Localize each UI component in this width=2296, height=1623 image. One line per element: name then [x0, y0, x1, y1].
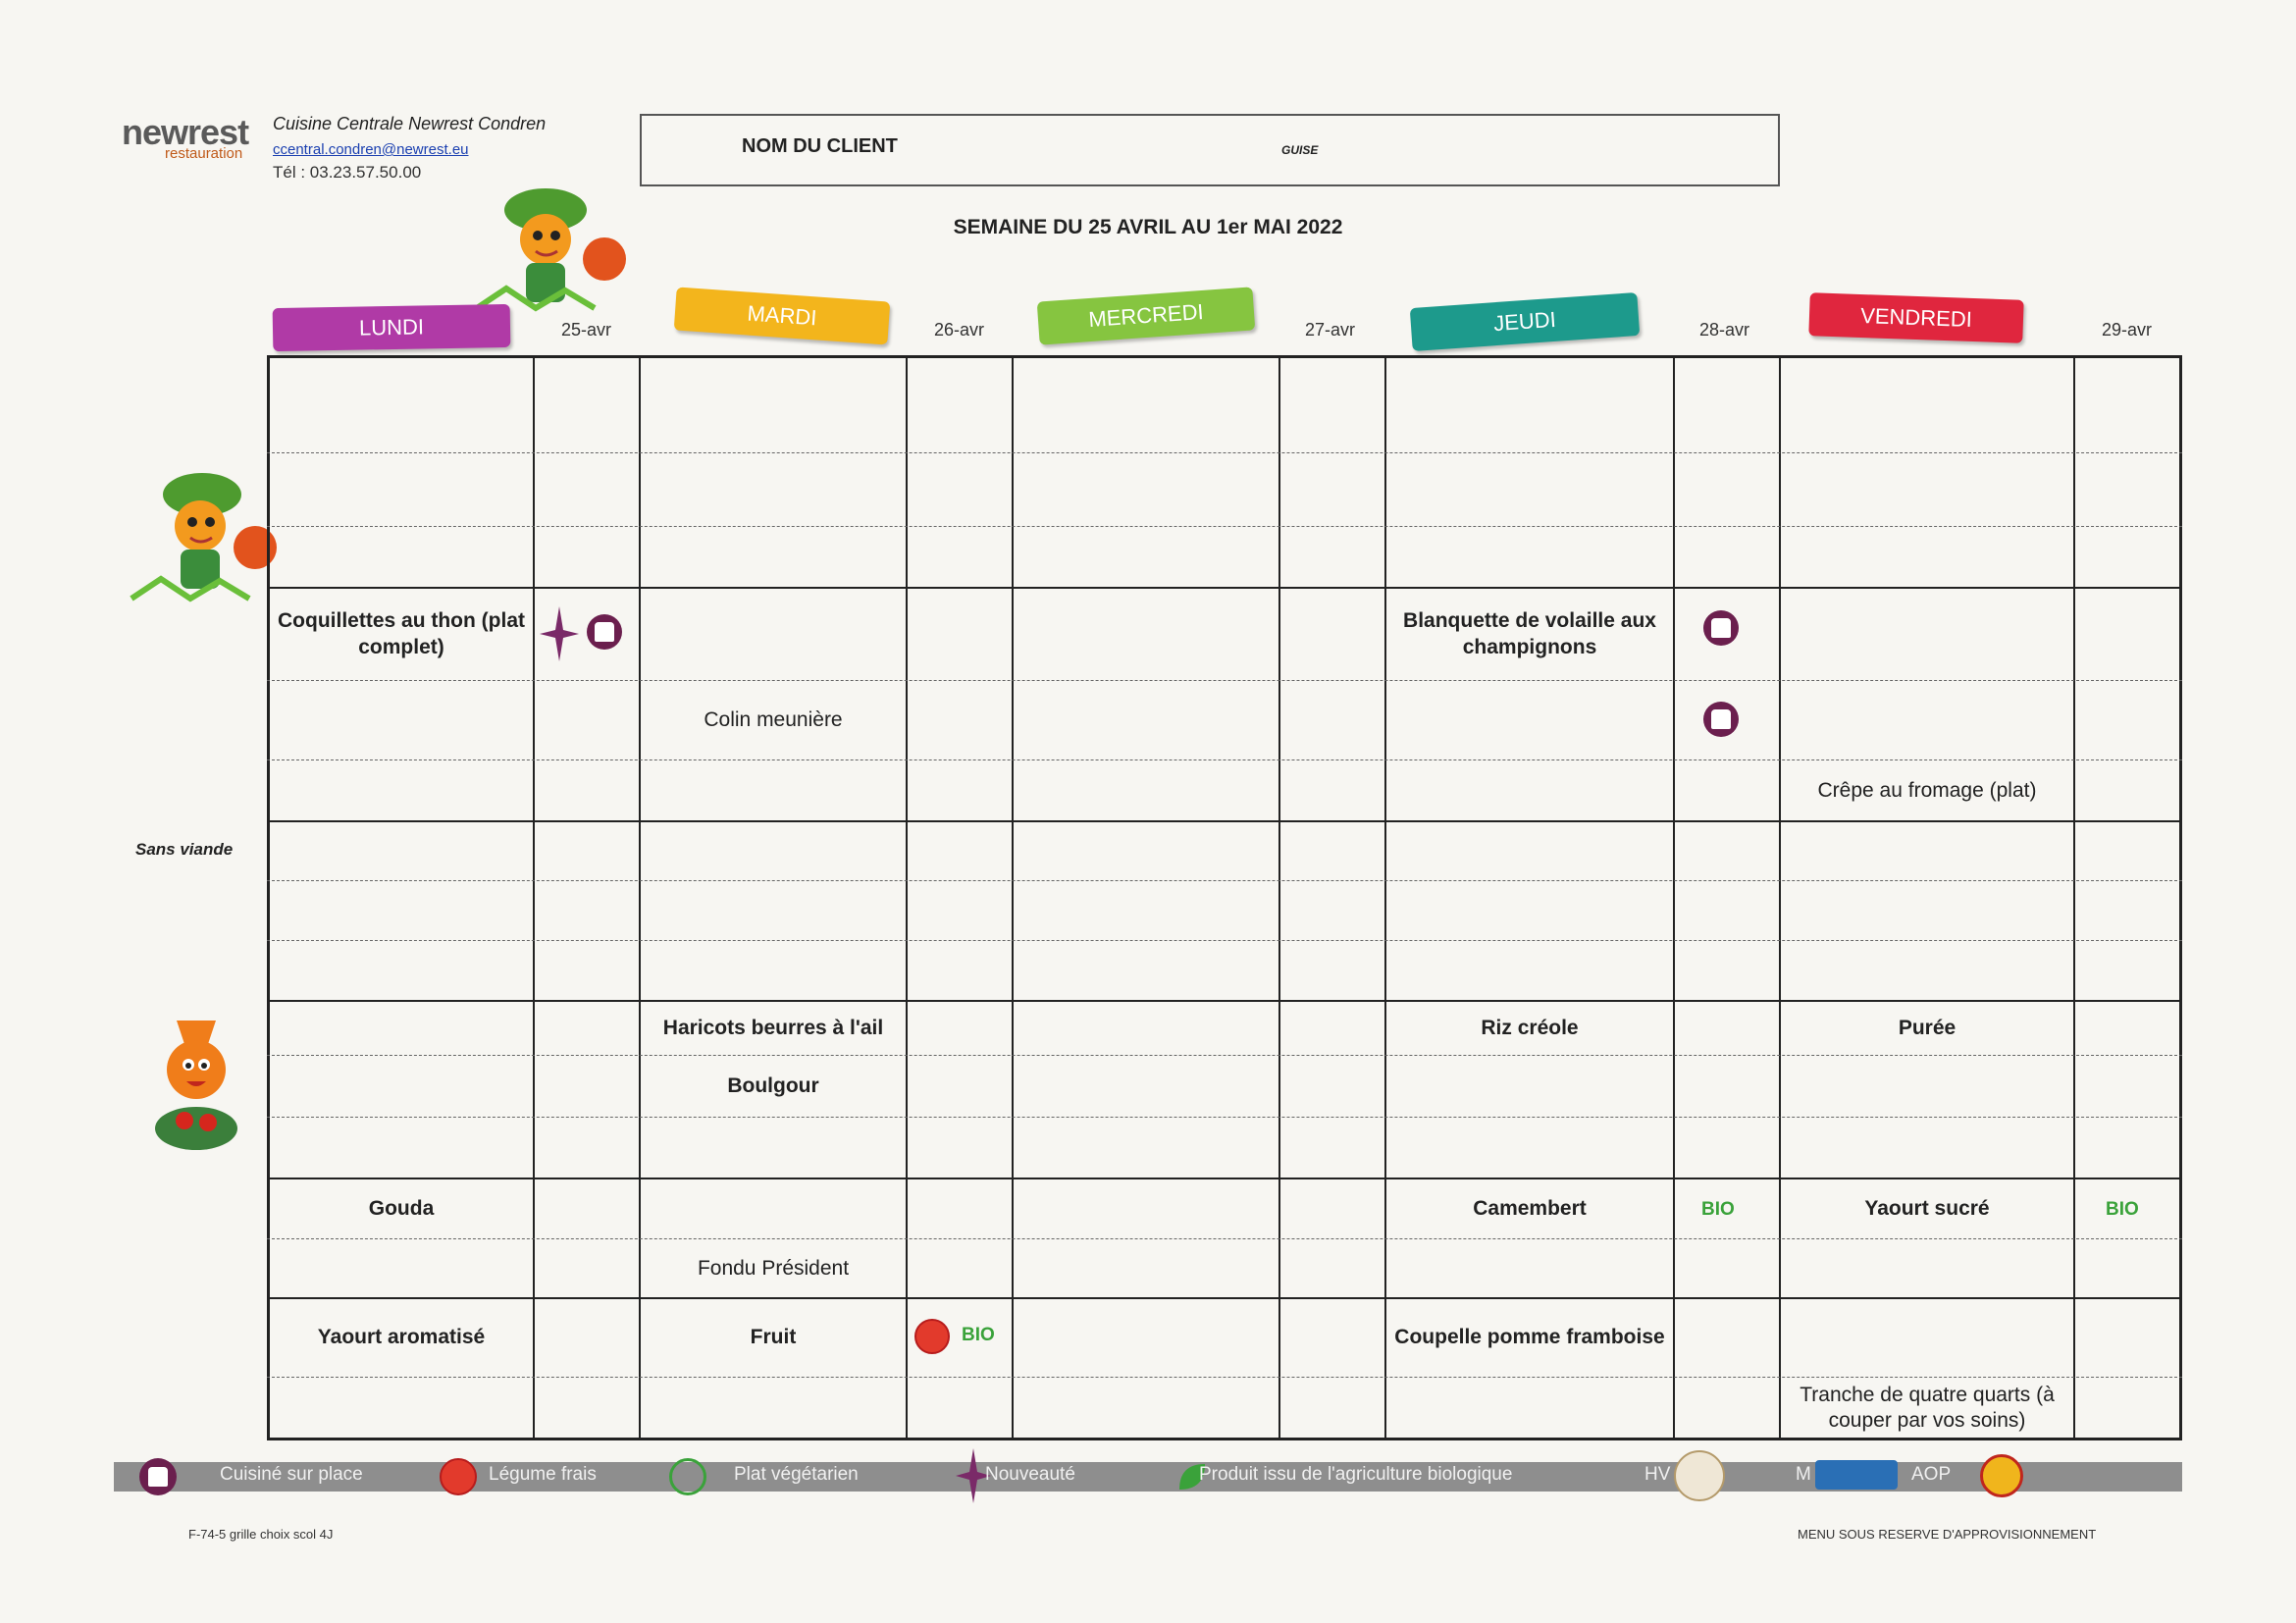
newrest-logo: newrest	[122, 112, 249, 152]
menu-item-lundi-dessert: Yaourt aromatisé	[317, 1326, 486, 1349]
section-line	[267, 1000, 2182, 1002]
legend-bio: Produit issu de l'agriculture biologique	[1199, 1464, 1513, 1485]
row-line	[267, 1055, 2182, 1056]
grid-vline	[906, 355, 908, 1440]
menu-item-jeudi-side: Riz créole	[1481, 1016, 1579, 1039]
legend-vegetarien-icon	[669, 1458, 706, 1495]
menu-item-mardi-fish: Colin meunière	[704, 708, 843, 732]
mascot-carrot-side	[130, 473, 277, 602]
grid-vline	[1384, 355, 1386, 1440]
legend-nouveaute-icon	[956, 1448, 991, 1503]
menu-item-jeudi-cheese: Camembert	[1473, 1196, 1587, 1220]
cuisine-sur-place-icon	[587, 614, 622, 650]
legume-frais-icon	[914, 1319, 950, 1354]
row-line	[267, 1377, 2182, 1378]
bio-badge: BIO	[2106, 1199, 2139, 1220]
legend-vegetarien: Plat végétarien	[734, 1464, 859, 1485]
bio-badge: BIO	[1701, 1199, 1735, 1220]
menu-item-jeudi-dessert: Coupelle pomme framboise	[1394, 1326, 1665, 1349]
grid-vline	[1779, 355, 1781, 1440]
tab-jeudi: JEUDI	[1409, 291, 1641, 352]
section-line	[267, 587, 2182, 589]
menu-item-mardi-side2: Boulgour	[727, 1074, 819, 1098]
grid-vline	[2073, 355, 2075, 1440]
section-line	[267, 820, 2182, 822]
row-line	[267, 1117, 2182, 1118]
section-line	[267, 1297, 2182, 1299]
email-link[interactable]: ccentral.condren@newrest.eu	[273, 141, 469, 158]
row-line	[267, 759, 2182, 760]
sans-viande-label: Sans viande	[135, 840, 234, 859]
menu-item-mardi-cheese: Fondu Président	[697, 1256, 850, 1280]
footer-disclaimer: MENU SOUS RESERVE D'APPROVISIONNEMENT	[1798, 1527, 2097, 1542]
row-line	[267, 680, 2182, 681]
menu-item-lundi-cheese: Gouda	[368, 1196, 435, 1220]
legend-bio-leaf-icon	[1179, 1464, 1205, 1490]
menu-item-mardi-dessert: Fruit	[750, 1326, 797, 1349]
cuisine-sur-place-icon	[1703, 610, 1739, 646]
legend-m: M	[1796, 1464, 1811, 1485]
tab-lundi: LUNDI	[272, 303, 511, 352]
client-label: NOM DU CLIENT	[742, 135, 898, 157]
date-lundi: 25-avr	[561, 320, 612, 340]
logo-subtitle: restauration	[165, 145, 243, 162]
grid-vline	[639, 355, 641, 1440]
legend-aop: AOP	[1911, 1464, 1952, 1485]
row-line	[267, 452, 2182, 453]
date-vendredi: 29-avr	[2102, 320, 2153, 340]
mascot-carrot-top	[475, 188, 626, 312]
row-line	[267, 880, 2182, 881]
date-mardi: 26-avr	[934, 320, 985, 340]
menu-item-vendredi-cheese: Yaourt sucré	[1864, 1196, 1990, 1220]
legend-cuisine: Cuisiné sur place	[220, 1464, 363, 1485]
grid-vline	[533, 355, 535, 1440]
menu-grid	[267, 355, 2182, 1440]
tab-mercredi: MERCREDI	[1036, 287, 1256, 345]
menu-item-vendredi-side: Purée	[1898, 1016, 1957, 1039]
menu-item-mardi-side1: Haricots beurres à l'ail	[662, 1016, 884, 1039]
row-line	[267, 940, 2182, 941]
phone-number: Tél : 03.23.57.50.00	[273, 163, 422, 182]
cuisine-sur-place-icon	[1703, 702, 1739, 737]
nouveaute-star-icon	[540, 606, 579, 661]
grid-vline	[1278, 355, 1280, 1440]
aop-seal-icon	[1980, 1454, 2023, 1497]
week-title: SEMAINE DU 25 AVRIL AU 1er MAI 2022	[953, 216, 1343, 238]
hve-seal-icon	[1674, 1450, 1725, 1501]
date-mercredi: 27-avr	[1305, 320, 1356, 340]
menu-item-vendredi-dessert: Tranche de quatre quarts (à couper par v…	[1800, 1383, 2055, 1432]
legend-legume: Légume frais	[489, 1464, 597, 1485]
company-name: Cuisine Centrale Newrest Condren	[273, 114, 547, 133]
bio-badge: BIO	[962, 1325, 995, 1345]
tab-mardi: MARDI	[673, 287, 891, 345]
mascot-orange	[155, 1021, 237, 1150]
row-line	[267, 1238, 2182, 1239]
legend-nouveaute: Nouveauté	[985, 1464, 1075, 1485]
footer-form-code: F-74-5 grille choix scol 4J	[188, 1527, 334, 1542]
legend-hv: HV	[1644, 1464, 1671, 1485]
legend-legume-icon	[440, 1458, 477, 1495]
row-line	[267, 526, 2182, 527]
client-box	[640, 114, 1780, 186]
msc-label-icon	[1815, 1460, 1898, 1490]
menu-item-jeudi-main: Blanquette de volaille aux champignons	[1403, 609, 1656, 658]
date-jeudi: 28-avr	[1699, 320, 1750, 340]
section-line	[267, 1178, 2182, 1179]
client-value: GUISE	[1281, 143, 1319, 157]
legend-cuisine-icon	[139, 1458, 177, 1495]
grid-vline	[1673, 355, 1675, 1440]
tab-vendredi: VENDREDI	[1808, 292, 2024, 343]
grid-vline	[1012, 355, 1014, 1440]
menu-item-vendredi-plat: Crêpe au fromage (plat)	[1817, 778, 2037, 802]
menu-item-lundi-main: Coquillettes au thon (plat complet)	[278, 609, 525, 658]
